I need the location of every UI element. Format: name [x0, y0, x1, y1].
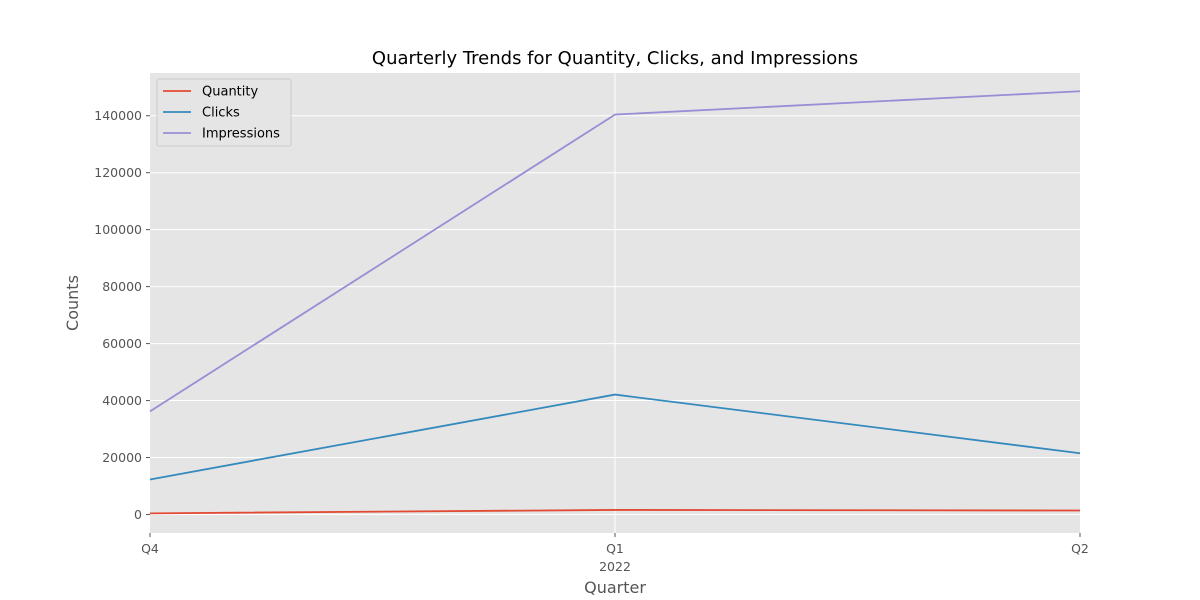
series-line-impressions: [149, 90, 1081, 413]
chart-title: Quarterly Trends for Quantity, Clicks, a…: [372, 48, 858, 69]
y-tick-label: 120000: [94, 165, 142, 180]
x-tick-label: Q2: [1071, 541, 1089, 556]
legend-box: [156, 78, 292, 147]
series-line-quantity: [149, 509, 1081, 515]
series-lines: [149, 90, 1081, 515]
y-axis-label: Counts: [63, 275, 82, 331]
y-tick-label: 140000: [94, 108, 142, 123]
legend-label-quantity: Quantity: [202, 85, 258, 100]
legend: Quantity Clicks Impressions: [156, 78, 292, 147]
legend-label-impressions: Impressions: [202, 127, 280, 142]
y-tick-label: 80000: [102, 279, 142, 294]
x-tick-label: Q1: [606, 541, 624, 556]
y-tick-label: 60000: [102, 336, 142, 351]
x-axis-ticks: Q4 Q1 2022 Q2: [141, 533, 1089, 574]
y-tick-label: 20000: [102, 450, 142, 465]
y-tick-label: 100000: [94, 222, 142, 237]
x-tick-sublabel: 2022: [599, 559, 631, 574]
series-line-clicks: [149, 393, 1081, 481]
y-tick-label: 40000: [102, 393, 142, 408]
y-tick-label: 0: [134, 507, 142, 522]
x-tick-label: Q4: [141, 541, 159, 556]
y-axis-ticks: 0 20000 40000 60000 80000 100000 120000 140000: [94, 108, 150, 522]
grid-lines: [150, 73, 1080, 533]
legend-label-clicks: Clicks: [202, 106, 240, 121]
x-axis-label: Quarter: [584, 578, 646, 597]
